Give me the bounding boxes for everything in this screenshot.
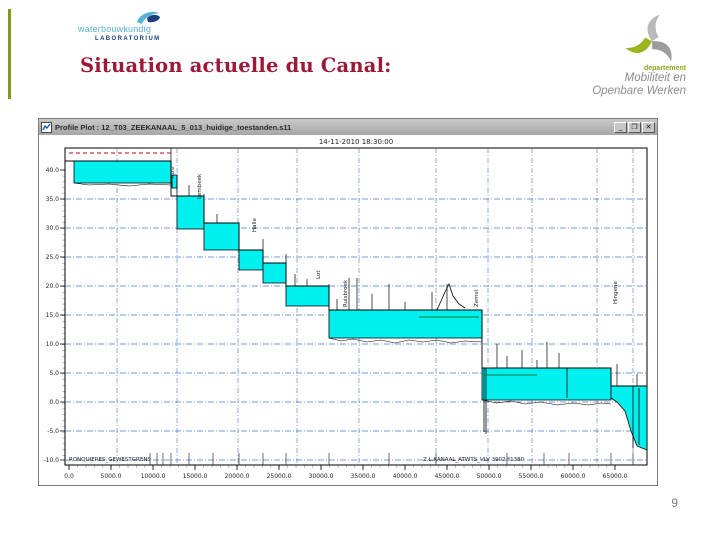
x-tick: 0.0 bbox=[64, 473, 74, 480]
terrain-line bbox=[65, 148, 647, 448]
y-tick: 5.0 bbox=[49, 370, 59, 377]
bottom-left-reach-label: RONQUIERES_GEWESTGRENS bbox=[69, 457, 151, 463]
structure-spikes bbox=[170, 148, 638, 386]
water-reaches bbox=[73, 160, 648, 451]
reach-1 bbox=[73, 160, 172, 184]
chart-datetime-label: 14-11-2010 18:30:00 bbox=[319, 138, 393, 146]
x-minor-ticks bbox=[69, 465, 615, 468]
x-tick: 45000.0 bbox=[435, 473, 460, 480]
maximize-button[interactable]: ❐ bbox=[628, 121, 641, 133]
x-tick: 35000.0 bbox=[351, 473, 376, 480]
y-tick: -5.0 bbox=[47, 428, 59, 435]
logo-right-line1: Mobiliteit en bbox=[624, 72, 686, 84]
profile-plot-window: Profile Plot : 12_T03_ZEEKANAAL_5_013_hu… bbox=[38, 118, 658, 486]
bed-ragged bbox=[73, 182, 612, 406]
x-tick: 65000.0 bbox=[603, 473, 628, 480]
y-tick: 40.0 bbox=[46, 167, 60, 174]
logo-right-dept: departement bbox=[643, 65, 686, 72]
canal-profile-chart: 14-11-2010 18:30:00 bbox=[43, 138, 648, 480]
terrain-bump bbox=[436, 282, 466, 311]
reach-8 bbox=[481, 367, 612, 401]
reach-2 bbox=[176, 195, 205, 230]
reach-9-tidal bbox=[610, 385, 648, 451]
page-number: 9 bbox=[671, 496, 678, 510]
close-button[interactable]: ✕ bbox=[642, 121, 655, 133]
x-tick: 30000.0 bbox=[309, 473, 334, 480]
station-label: Ruisbroek bbox=[343, 279, 349, 307]
x-major-ticks bbox=[68, 465, 616, 470]
x-tick: 40000.0 bbox=[393, 473, 418, 480]
logo-left-line2: LABORATORIUM bbox=[95, 36, 161, 42]
station-labels: Ittre Lembeek Halle Lot Ruisbroek Zemst … bbox=[170, 166, 619, 307]
x-tick: 10000.0 bbox=[141, 473, 166, 480]
slide-title: Situation actuelle du Canal: bbox=[80, 54, 392, 77]
y-tick: 15.0 bbox=[46, 312, 60, 319]
plot-client-area: 14-11-2010 18:30:00 bbox=[39, 135, 657, 485]
x-tick: 15000.0 bbox=[183, 473, 208, 480]
plot-frame bbox=[64, 147, 648, 466]
station-label: Lot bbox=[316, 270, 322, 279]
y-tick: 0.0 bbox=[49, 399, 59, 406]
structure-position-marks bbox=[149, 453, 634, 465]
green-accent-bar bbox=[8, 9, 11, 99]
x-tick: 50000.0 bbox=[477, 473, 502, 480]
station-label: Ittre bbox=[170, 166, 176, 178]
reach-7 bbox=[328, 309, 483, 339]
x-tick: 55000.0 bbox=[519, 473, 544, 480]
reach-5 bbox=[262, 262, 287, 284]
waterbouwkundig-logo: waterbouwkundig LABORATORIUM bbox=[78, 10, 178, 48]
green-target-levels bbox=[419, 316, 537, 376]
logo-left-line1: waterbouwkundig bbox=[78, 24, 152, 34]
window-title: Profile Plot : 12_T03_ZEEKANAAL_5_013_hu… bbox=[55, 122, 292, 132]
station-label: Lembeek bbox=[197, 173, 203, 199]
y-tick: 25.0 bbox=[46, 254, 60, 261]
x-tick: 25000.0 bbox=[267, 473, 292, 480]
water-swoosh-icon bbox=[137, 11, 160, 24]
pinwheel-icon bbox=[625, 14, 672, 62]
y-axis-labels: 40.0 35.0 30.0 25.0 20.0 15.0 10.0 5.0 0… bbox=[43, 167, 59, 464]
y-tick: -10.0 bbox=[43, 457, 59, 464]
y-tick: 20.0 bbox=[46, 283, 60, 290]
reach-3 bbox=[203, 222, 240, 251]
y-tick: 10.0 bbox=[46, 341, 60, 348]
bottom-right-reach-label: Z.L.KANAAL_ATWTS_VLV 3902 *1380 bbox=[423, 457, 525, 463]
x-tick: 5000.0 bbox=[101, 473, 122, 480]
logo-right-line2: Openbare Werken bbox=[592, 84, 686, 97]
reach-6 bbox=[285, 285, 330, 307]
reach-4 bbox=[238, 249, 264, 271]
minimize-button[interactable]: _ bbox=[614, 121, 627, 133]
y-tick: 35.0 bbox=[46, 196, 60, 203]
station-label: Hingene bbox=[613, 280, 619, 304]
x-tick: 60000.0 bbox=[561, 473, 586, 480]
bottom-band: RONQUIERES_GEWESTGRENS Z.L.KANAAL_ATWTS_… bbox=[69, 453, 634, 465]
x-tick: 20000.0 bbox=[225, 473, 250, 480]
mow-logo: departement Mobiliteit en Openbare Werke… bbox=[558, 12, 688, 97]
x-axis-labels: 0.0 5000.0 10000.0 15000.0 20000.0 25000… bbox=[64, 473, 627, 480]
y-major-ticks bbox=[60, 169, 65, 461]
y-tick: 30.0 bbox=[46, 225, 60, 232]
profile-plot-icon bbox=[41, 121, 52, 133]
window-titlebar[interactable]: Profile Plot : 12_T03_ZEEKANAAL_5_013_hu… bbox=[39, 119, 657, 136]
window-controls: _ ❐ ✕ bbox=[614, 121, 655, 133]
station-label: Zemst bbox=[474, 289, 480, 307]
station-label: Halle bbox=[252, 217, 258, 232]
